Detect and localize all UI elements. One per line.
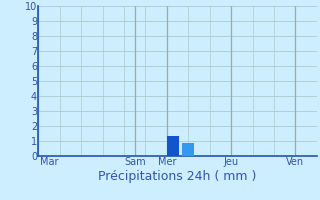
X-axis label: Précipitations 24h ( mm ): Précipitations 24h ( mm ) [99,170,257,183]
Bar [182,143,194,156]
Bar [167,136,179,156]
